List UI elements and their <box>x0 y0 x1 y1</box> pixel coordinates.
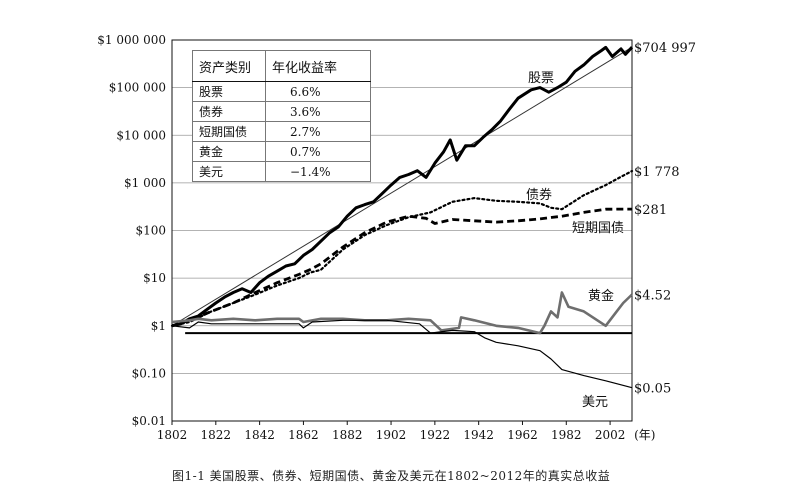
table-header: 年化收益率 <box>265 50 371 82</box>
y-tick-label: $1 <box>151 319 166 333</box>
x-tick-label: 1862 <box>288 428 319 442</box>
end-value-stocks: $704 997 <box>634 41 696 56</box>
x-tick-label: 1842 <box>244 428 275 442</box>
end-value-bills: $281 <box>634 203 667 218</box>
table-row: 债券 3.6% <box>192 101 371 122</box>
series-name-bills: 短期国债 <box>572 221 624 236</box>
series-line-bills <box>171 207 633 328</box>
y-tick-label: $100 <box>135 224 166 238</box>
series-name-dollar: 美元 <box>582 395 608 410</box>
series-name-bonds: 债券 <box>526 187 552 203</box>
table-cell-return: −1.4% <box>265 161 371 182</box>
y-tick-label: $1 000 000 <box>97 33 166 47</box>
table-cell-return: 2.7% <box>265 121 371 142</box>
series-line-stocks <box>171 45 634 328</box>
y-tick-label: $10 000 <box>116 128 166 142</box>
x-tick-label: 1982 <box>551 428 582 442</box>
y-tick-label: $0.01 <box>132 414 166 428</box>
end-value-gold: $4.52 <box>634 289 671 304</box>
series-line-dollar <box>171 319 633 389</box>
plot-frame <box>171 39 633 422</box>
x-tick-label: 1962 <box>507 428 538 442</box>
table-row: 黄金 0.7% <box>192 141 371 162</box>
series-name-gold: 黄金 <box>588 288 614 304</box>
y-tick-label: $100 000 <box>109 81 166 95</box>
series-line-bonds <box>170 169 634 327</box>
x-axis: 1802 1822 1842 1862 1882 1902 1922 1942 1962 1982… <box>157 421 655 442</box>
table-cell-return: 0.7% <box>265 141 371 162</box>
y-axis: $1 000 000 $100 000 $10 000 $1 000 $100 $10 $1… <box>97 33 166 428</box>
series-name-stocks: 股票 <box>528 71 554 86</box>
x-unit-label: (年) <box>634 428 655 442</box>
end-value-dollar: $0.05 <box>634 382 671 397</box>
table-row: 美元 −1.4% <box>192 161 371 182</box>
x-tick-label: 1882 <box>332 428 363 442</box>
x-tick-label: 1822 <box>201 428 232 442</box>
stock-trend-line <box>171 46 633 327</box>
table-row: 短期国债 2.7% <box>192 121 371 142</box>
table-cell-asset: 短期国债 <box>192 121 266 142</box>
table-cell-return: 3.6% <box>265 101 371 122</box>
returns-table: 资产类别 年化收益率 股票 6.6% 债券 3.6% 短期国债 2.7% 黄金 … <box>192 50 371 182</box>
table-cell-asset: 黄金 <box>192 141 266 162</box>
table-row: 股票 6.6% <box>192 81 371 102</box>
x-tick-label: 1902 <box>376 428 407 442</box>
x-tick-label: 2002 <box>595 428 626 442</box>
table-cell-asset: 美元 <box>192 161 266 182</box>
series-layer <box>170 45 634 389</box>
table-header: 资产类别 <box>192 50 266 82</box>
y-tick-label: $0.10 <box>132 366 166 380</box>
x-tick-label: 1922 <box>420 428 451 442</box>
y-tick-label: $10 <box>143 271 166 285</box>
table-cell-asset: 债券 <box>192 101 266 122</box>
table-cell-return: 6.6% <box>265 81 371 102</box>
x-tick-label: 1802 <box>157 428 188 442</box>
y-tick-label: $1 000 <box>124 176 166 190</box>
series-line-gold <box>171 291 633 335</box>
end-value-bonds: $1 778 <box>634 165 680 180</box>
table-cell-asset: 股票 <box>192 81 266 102</box>
x-tick-label: 1942 <box>463 428 494 442</box>
table-header-row: 资产类别 年化收益率 <box>192 50 371 82</box>
figure-caption: 图1-1 美国股票、债券、短期国债、黄金及美元在1802~2012年的真实总收益 <box>172 469 611 483</box>
